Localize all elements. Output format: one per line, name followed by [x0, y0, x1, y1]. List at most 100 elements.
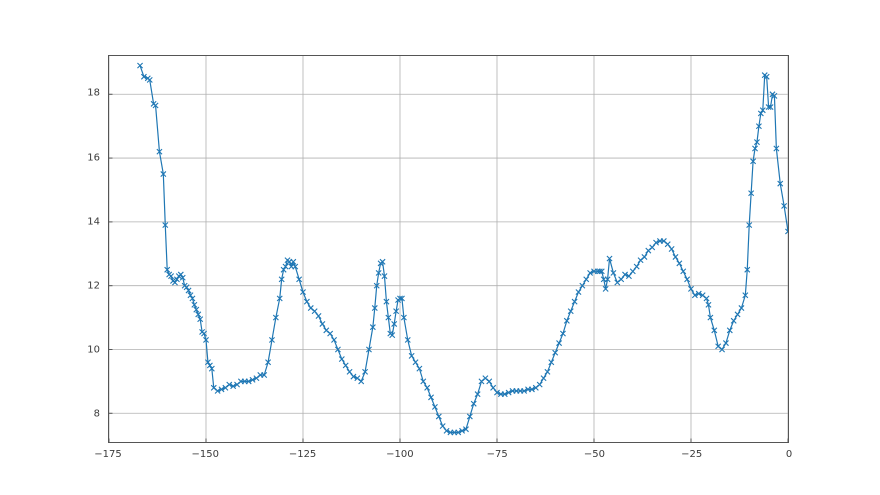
data-point-marker: [596, 268, 603, 275]
data-point-marker: [137, 62, 144, 69]
x-axis-tick-label: −100: [386, 449, 414, 460]
data-point-marker: [428, 394, 435, 401]
x-axis-tick-label: −175: [94, 449, 122, 460]
data-point-marker: [691, 292, 698, 299]
data-point-marker: [416, 365, 423, 372]
data-point-marker: [311, 308, 318, 315]
data-point-marker: [385, 314, 392, 321]
data-point-marker: [300, 289, 306, 296]
data-point-marker: [763, 73, 770, 80]
data-point-marker: [587, 269, 594, 276]
data-point-marker: [748, 190, 755, 197]
data-point-marker: [160, 171, 167, 178]
data-point-marker: [703, 295, 710, 302]
data-point-marker: [781, 202, 788, 209]
data-point-marker: [707, 314, 714, 321]
data-point-marker: [610, 269, 617, 276]
data-point-marker: [494, 389, 500, 396]
data-point-marker: [528, 386, 535, 393]
data-point-marker: [742, 292, 749, 299]
data-point-marker: [552, 349, 559, 356]
data-point-marker: [334, 346, 341, 353]
y-axis-tick-label: 18: [87, 87, 100, 99]
data-point-marker: [203, 336, 209, 343]
data-point-marker: [602, 285, 609, 292]
data-point-marker: [168, 273, 175, 280]
data-point-marker: [536, 381, 543, 388]
series-markers: [137, 62, 788, 436]
x-axis-tick-label: 0: [785, 449, 793, 460]
data-point-marker: [346, 368, 353, 375]
y-axis-tick-label: 12: [87, 280, 100, 292]
data-point-marker: [722, 340, 729, 347]
data-point-marker: [214, 387, 221, 394]
data-point-marker: [734, 311, 741, 318]
data-point-marker: [676, 260, 683, 267]
data-point-marker: [459, 427, 466, 434]
data-point-marker: [664, 241, 671, 248]
data-point-marker: [249, 376, 256, 383]
data-point-marker: [455, 429, 462, 436]
data-point-marker: [296, 276, 303, 283]
data-point-marker: [583, 276, 590, 283]
data-point-marker: [695, 290, 702, 297]
data-point-marker: [383, 298, 390, 305]
data-point-marker: [191, 301, 198, 308]
data-point-marker: [398, 295, 405, 302]
data-point-marker: [315, 313, 322, 319]
data-point-marker: [185, 287, 192, 294]
data-point-marker: [342, 362, 349, 369]
data-point-marker: [197, 316, 204, 323]
data-point-marker: [622, 271, 629, 278]
data-point-marker: [375, 269, 382, 276]
data-point-marker: [208, 365, 215, 372]
data-point-marker: [684, 276, 691, 283]
data-point-marker: [373, 282, 380, 289]
data-point-marker: [278, 276, 285, 283]
data-point-marker: [750, 158, 757, 165]
data-point-marker: [672, 254, 679, 260]
data-point-marker: [711, 327, 718, 334]
data-point-marker: [567, 308, 574, 315]
data-point-marker: [744, 266, 751, 273]
data-point-marker: [280, 266, 287, 273]
y-axis-tick-label: 16: [87, 152, 100, 164]
data-point-marker: [431, 403, 438, 410]
data-point-marker: [193, 306, 200, 313]
data-point-marker: [282, 263, 289, 270]
data-point-marker: [393, 308, 400, 315]
data-point-marker: [404, 336, 411, 343]
data-point-marker: [331, 336, 338, 343]
data-point-marker: [625, 273, 632, 280]
data-point-marker: [505, 389, 512, 396]
data-point-marker: [365, 346, 372, 353]
data-point-marker: [618, 276, 625, 283]
data-point-marker: [350, 373, 357, 380]
data-point-marker: [540, 375, 547, 382]
data-point-marker: [548, 359, 555, 366]
data-point-marker: [726, 327, 733, 334]
data-point-marker: [146, 76, 153, 83]
data-point-marker: [668, 246, 675, 252]
data-point-marker: [261, 372, 268, 378]
data-point-marker: [771, 92, 778, 99]
y-axis-tick-label: 14: [87, 216, 100, 228]
data-point-marker: [171, 279, 178, 286]
x-axis-tick-label: −125: [288, 449, 317, 460]
data-point-marker: [319, 320, 326, 327]
x-axis-tick-label: −25: [681, 449, 703, 460]
data-point-marker: [629, 268, 636, 275]
axis-tick-marks: [109, 93, 788, 442]
data-point-marker: [738, 305, 745, 311]
data-point-marker: [641, 254, 648, 260]
data-point-marker: [633, 263, 640, 270]
data-point-marker: [462, 426, 469, 433]
data-point-marker: [563, 317, 570, 324]
data-point-marker: [391, 320, 398, 327]
data-point-marker: [474, 391, 481, 398]
data-point-marker: [466, 413, 473, 420]
data-point-marker: [164, 266, 171, 273]
data-point-marker: [755, 123, 762, 130]
data-point-marker: [290, 258, 297, 265]
